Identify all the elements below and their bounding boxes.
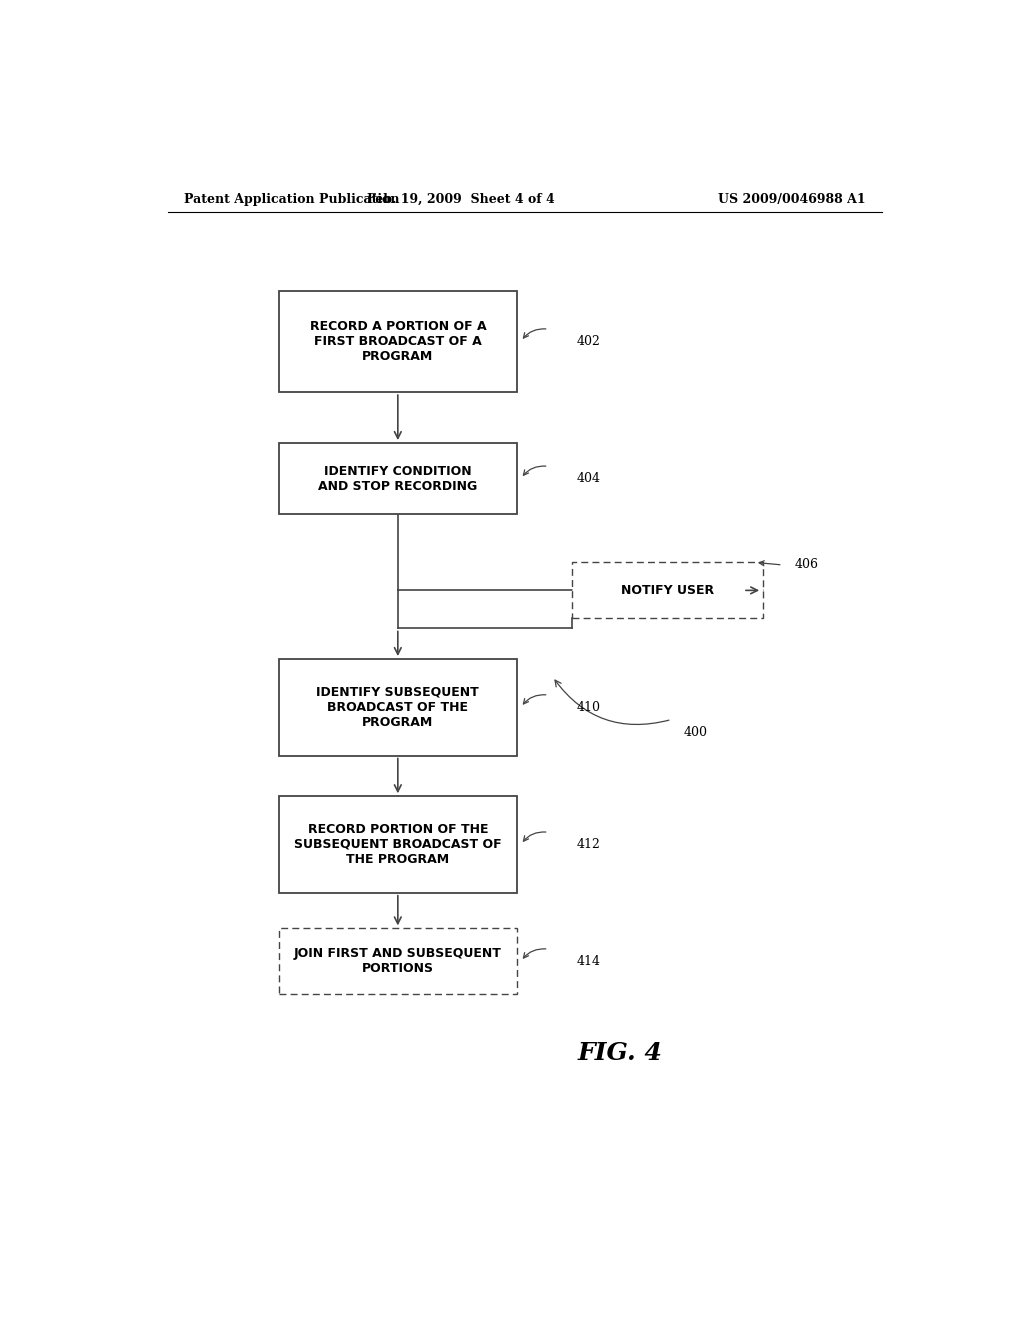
- Text: RECORD PORTION OF THE
SUBSEQUENT BROADCAST OF
THE PROGRAM: RECORD PORTION OF THE SUBSEQUENT BROADCA…: [294, 822, 502, 866]
- Text: NOTIFY USER: NOTIFY USER: [622, 583, 714, 597]
- Text: 414: 414: [577, 954, 600, 968]
- Text: 400: 400: [684, 726, 708, 739]
- Text: FIG. 4: FIG. 4: [578, 1041, 663, 1065]
- Bar: [279, 928, 517, 994]
- Bar: [279, 796, 517, 892]
- Text: RECORD A PORTION OF A
FIRST BROADCAST OF A
PROGRAM: RECORD A PORTION OF A FIRST BROADCAST OF…: [309, 319, 486, 363]
- Text: IDENTIFY SUBSEQUENT
BROADCAST OF THE
PROGRAM: IDENTIFY SUBSEQUENT BROADCAST OF THE PRO…: [316, 686, 479, 729]
- Text: US 2009/0046988 A1: US 2009/0046988 A1: [719, 193, 866, 206]
- Text: 402: 402: [577, 335, 600, 348]
- Text: Patent Application Publication: Patent Application Publication: [183, 193, 399, 206]
- Bar: [279, 444, 517, 515]
- Text: Feb. 19, 2009  Sheet 4 of 4: Feb. 19, 2009 Sheet 4 of 4: [368, 193, 555, 206]
- Bar: [279, 290, 517, 392]
- Text: 412: 412: [577, 838, 600, 851]
- Text: 404: 404: [577, 473, 600, 484]
- Text: 410: 410: [577, 701, 600, 714]
- Text: IDENTIFY CONDITION
AND STOP RECORDING: IDENTIFY CONDITION AND STOP RECORDING: [318, 465, 477, 492]
- Bar: [572, 562, 763, 618]
- Bar: [279, 659, 517, 755]
- Text: JOIN FIRST AND SUBSEQUENT
PORTIONS: JOIN FIRST AND SUBSEQUENT PORTIONS: [294, 948, 502, 975]
- Text: 406: 406: [795, 558, 818, 572]
